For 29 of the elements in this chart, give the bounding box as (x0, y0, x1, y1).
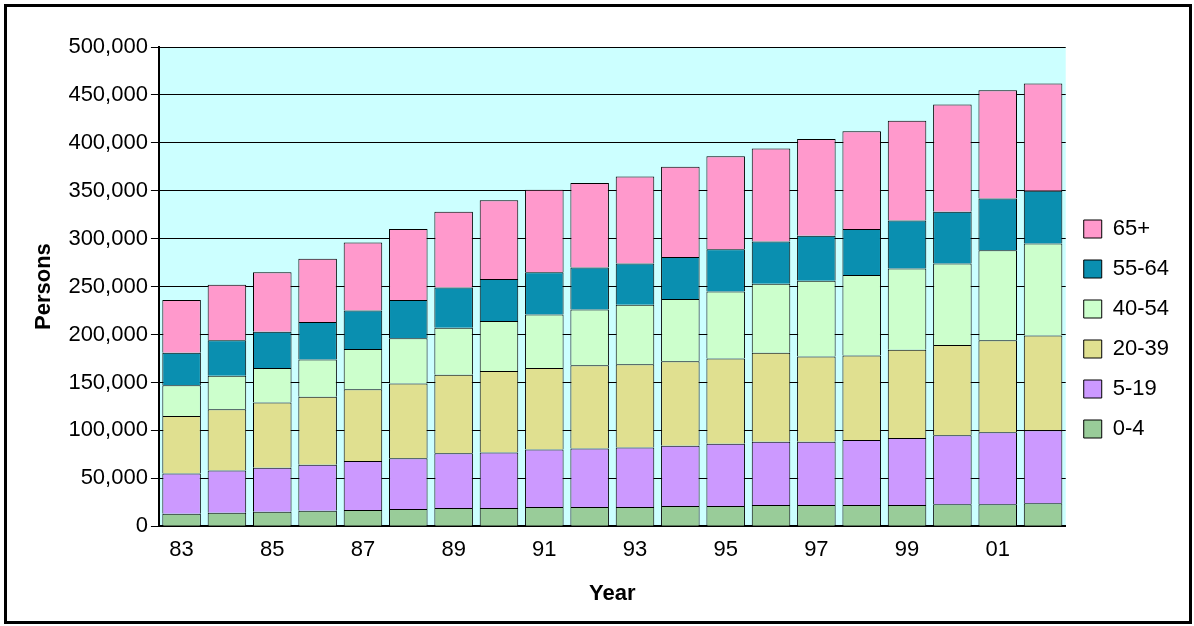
legend-label: 5-19 (1112, 375, 1157, 401)
y-tick-label: 100,000 (68, 416, 148, 442)
y-tick-label: 50,000 (80, 464, 148, 490)
legend-label: 20-39 (1112, 335, 1170, 361)
y-tick-label: 150,000 (68, 368, 148, 394)
y-tick-label: 400,000 (68, 128, 148, 154)
x-tick-label: 85 (260, 536, 285, 562)
x-tick-label: 91 (532, 536, 557, 562)
legend-label: 65+ (1112, 215, 1151, 241)
x-tick-label: 89 (441, 536, 466, 562)
x-tick-label: 93 (622, 536, 648, 562)
x-tick-label: 97 (804, 536, 829, 562)
legend-label: 0-4 (1112, 415, 1145, 441)
x-tick-label: 95 (713, 536, 738, 562)
x-axis-title: Year (589, 579, 637, 605)
y-tick-label: 350,000 (68, 176, 148, 202)
y-tick-label: 200,000 (68, 320, 148, 346)
y-tick-label: 0 (135, 512, 148, 538)
y-axis-title: Persons (30, 243, 56, 331)
y-tick-label: 500,000 (68, 33, 148, 59)
legend-label: 40-54 (1112, 295, 1170, 321)
y-tick-label: 300,000 (68, 224, 148, 250)
x-tick-label: 99 (894, 536, 920, 562)
x-tick-label: 83 (169, 536, 194, 562)
y-tick-label: 250,000 (68, 272, 148, 298)
legend-label: 55-64 (1112, 255, 1170, 281)
x-tick-label: 87 (350, 536, 376, 562)
x-tick-label: 01 (985, 536, 1010, 562)
y-tick-label: 450,000 (68, 80, 148, 106)
